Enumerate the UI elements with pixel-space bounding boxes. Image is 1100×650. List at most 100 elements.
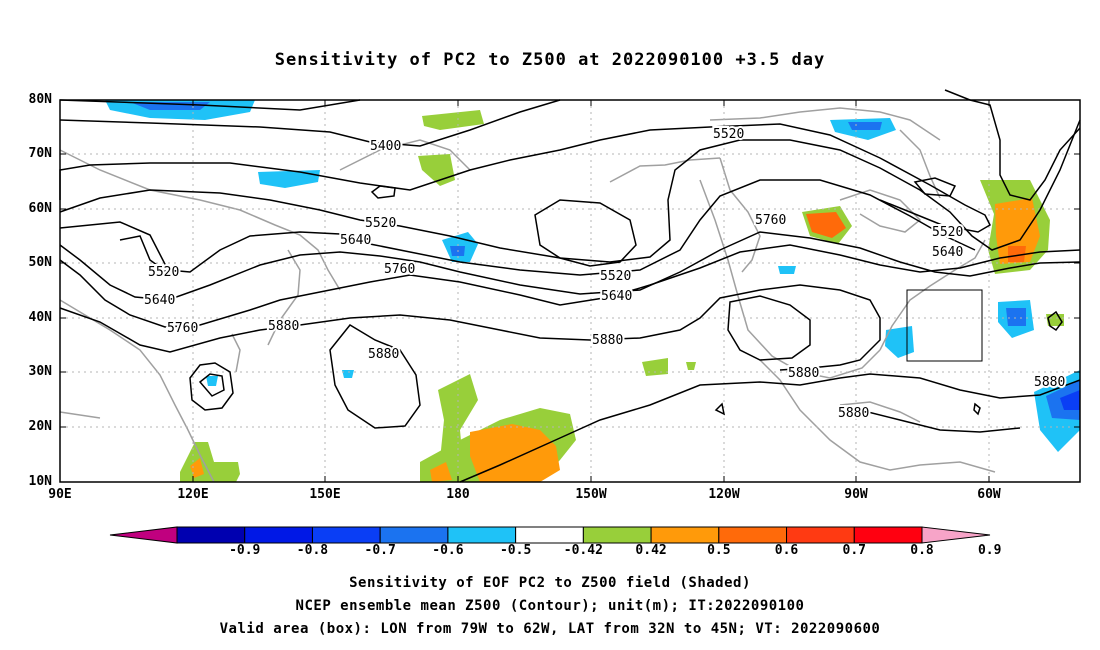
shade-positive <box>806 212 846 238</box>
contour-label: 5880 <box>592 333 623 348</box>
colorbar-tick-label: -0.5 <box>499 543 532 558</box>
shade-negative <box>1006 308 1026 326</box>
contour-label: 5400 <box>370 139 401 154</box>
lon-label: 90E <box>48 487 72 502</box>
contour-line <box>714 402 726 416</box>
contour-label: 5760 <box>755 213 786 228</box>
shade-negative <box>206 376 218 386</box>
contour-label: 5880 <box>368 347 399 362</box>
contour-label: 5640 <box>340 233 371 248</box>
contour-label: 5880 <box>268 319 299 334</box>
colorbar-swatch <box>515 526 584 544</box>
valid-area-box <box>906 289 983 362</box>
contour-label: 5640 <box>601 289 632 304</box>
colorbar-swatch <box>379 526 449 544</box>
lon-label: 60W <box>977 487 1001 502</box>
contour-line <box>198 373 225 397</box>
lon-label: 120W <box>708 487 740 502</box>
figure-title: Sensitivity of PC2 to Z500 at 2022090100… <box>274 50 826 70</box>
caption-valid-area: Valid area (box): LON from 79W to 62W, L… <box>219 621 881 637</box>
shade-positive <box>438 374 478 460</box>
lon-label: 120E <box>177 487 209 502</box>
contour-line <box>944 89 1081 201</box>
colorbar-swatches <box>109 526 991 544</box>
contour-line <box>59 99 561 147</box>
colorbar-tick-label: 0.5 <box>707 543 731 558</box>
contour-label: 5880 <box>838 406 869 421</box>
contour-line <box>59 179 976 276</box>
tick-marks <box>60 99 1080 482</box>
contour-line <box>59 119 1081 263</box>
colorbar-swatch <box>176 526 246 544</box>
caption-shading: Sensitivity of EOF PC2 to Z500 field (Sh… <box>349 575 751 591</box>
colorbar-tick-label: -0.6 <box>432 543 464 558</box>
contour-line <box>59 244 1081 328</box>
colorbar-tick-label: -0.42 <box>563 543 603 558</box>
contour-line <box>1047 310 1063 332</box>
contour-label: 5520 <box>365 216 396 231</box>
colorbar-swatch <box>244 526 313 544</box>
colorbar-tick-label: 0.7 <box>842 543 866 558</box>
colorbar-tick-label: 0.8 <box>910 543 934 558</box>
colorbar-tick-label: -0.9 <box>229 543 261 558</box>
contour-line <box>534 199 637 267</box>
colorbar-tick-label: 0.9 <box>977 543 1002 558</box>
colorbar-tick-label: 0.6 <box>774 543 799 558</box>
lat-label: 30N <box>28 364 52 379</box>
colorbar-swatch <box>109 526 178 544</box>
colorbar-swatch <box>853 526 923 544</box>
colorbar-swatch <box>311 526 381 544</box>
colorbar-swatch <box>582 526 652 544</box>
contour-label: 5640 <box>932 245 963 260</box>
shade-positive <box>430 462 452 482</box>
colorbar-swatch <box>921 526 991 544</box>
contour-line <box>913 177 957 197</box>
lon-label: 150E <box>309 487 341 502</box>
shade-negative <box>848 122 882 130</box>
shade-negative <box>778 266 796 274</box>
contour-label: 5520 <box>713 127 744 142</box>
shade-negative <box>258 170 320 188</box>
lat-label: 20N <box>28 419 52 434</box>
map-panel: 5400 5520 5520 5520 5520 5520 5640 5640 … <box>59 89 1081 483</box>
contour-label: 5640 <box>144 293 175 308</box>
shade-negative <box>1060 390 1080 410</box>
shade-positive <box>180 442 240 482</box>
shade-positive <box>995 198 1040 264</box>
colorbar-swatch <box>718 526 788 544</box>
contour-label: 5880 <box>788 366 819 381</box>
contour-label: 5520 <box>148 265 179 280</box>
contour-label: 5520 <box>932 225 963 240</box>
caption-contour: NCEP ensemble mean Z500 (Contour); unit(… <box>295 598 805 614</box>
lon-label: 180 <box>446 487 470 502</box>
shade-positive <box>422 110 484 130</box>
lat-label: 80N <box>28 92 52 107</box>
contour-line <box>119 235 169 274</box>
contour-line <box>59 284 881 371</box>
lon-label: 90W <box>844 487 868 502</box>
contour-line <box>59 123 991 233</box>
contour-line <box>329 324 421 429</box>
contour-line <box>189 362 234 411</box>
colorbar-tick-label: -0.8 <box>296 543 329 558</box>
colorbar-tick-label: -0.7 <box>364 543 396 558</box>
lon-label: 150W <box>575 487 607 502</box>
colorbar-swatch <box>786 526 855 544</box>
contour-labels: 5400 5520 5520 5520 5520 5520 5640 5640 … <box>142 125 1067 423</box>
contour-line <box>370 185 396 199</box>
lat-label: 10N <box>28 474 52 489</box>
contour-label: 5760 <box>384 262 415 277</box>
colorbar-swatch <box>650 526 720 544</box>
contour-line <box>973 402 981 416</box>
map-frame <box>59 99 1081 483</box>
shade-positive <box>1008 246 1026 262</box>
lat-label: 50N <box>28 255 52 270</box>
shade-positive <box>686 362 696 370</box>
contour-layer <box>59 89 1081 483</box>
colorbar-tick-label: 0.42 <box>635 543 667 558</box>
contour-line <box>727 295 811 361</box>
shade-positive <box>642 358 668 376</box>
shading-layer <box>105 100 1080 482</box>
lat-label: 40N <box>28 310 52 325</box>
lat-label: 60N <box>28 201 52 216</box>
